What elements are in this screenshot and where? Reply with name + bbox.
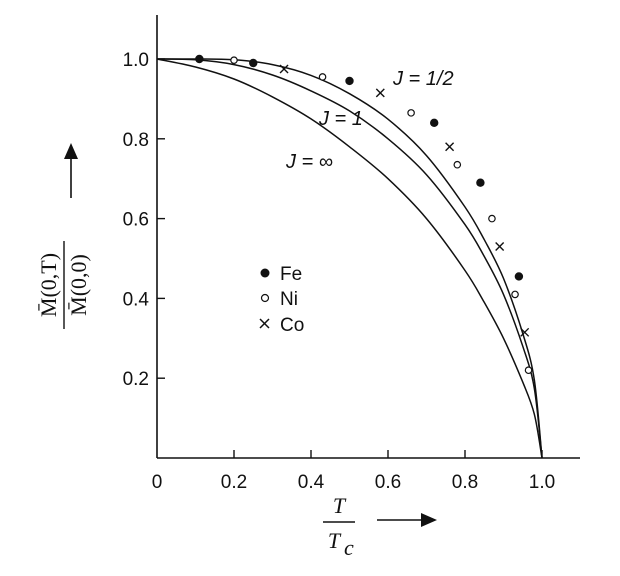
curve-label-j-inf: J = ∞: [285, 151, 333, 173]
point-co: [520, 327, 530, 337]
y-ticks: 0.2 0.4 0.6 0.8 1.0: [123, 50, 165, 390]
point-ni: [488, 214, 496, 223]
y-tick-label: 0.4: [123, 289, 150, 310]
curve-j-inf: [156, 58, 543, 459]
x-label-denominator-sub: c: [344, 535, 354, 560]
point-ni: [524, 366, 533, 375]
point-ni: [318, 73, 327, 81]
legend-marker-fe: [260, 268, 270, 278]
x-tick-label: 0.6: [375, 472, 401, 493]
y-tick-label: 0.2: [123, 369, 149, 390]
point-fe: [345, 76, 354, 86]
point-co: [445, 142, 455, 152]
y-label-numerator: M̄(0,T): [36, 253, 61, 317]
x-axis-label: T T c: [323, 493, 437, 560]
point-fe: [430, 118, 439, 128]
x-label-denominator: T: [328, 528, 342, 553]
x-tick-label: 0.4: [298, 472, 325, 493]
legend: Fe Ni Co: [259, 264, 304, 336]
curve-j-1: [156, 58, 543, 459]
y-tick-label: 0.8: [123, 130, 149, 151]
y-label-denominator: M̄(0,0): [66, 254, 91, 316]
point-ni: [453, 160, 462, 169]
x-tick-label: 0.2: [221, 472, 247, 493]
point-fe: [249, 58, 258, 68]
point-co: [279, 64, 289, 74]
curve-label-j-1: J = 1: [318, 108, 363, 130]
legend-marker-ni: [260, 293, 270, 303]
data-points: [195, 54, 533, 375]
point-fe: [514, 272, 524, 281]
point-ni: [511, 290, 519, 299]
point-co: [495, 242, 505, 252]
point-ni: [230, 56, 238, 64]
legend-label-ni: Ni: [280, 289, 298, 310]
point-fe: [476, 178, 485, 187]
legend-label-co: Co: [280, 315, 304, 336]
x-tick-label: 0: [152, 472, 163, 493]
x-label-numerator: T: [333, 493, 347, 518]
curve-label-j-half: J = 1/2: [392, 68, 454, 90]
point-fe: [195, 54, 204, 64]
point-ni: [407, 109, 415, 117]
legend-marker-co: [259, 318, 270, 329]
x-ticks: 0 0.2 0.4 0.6 0.8 1.0: [152, 450, 555, 493]
x-tick-label: 1.0: [529, 472, 555, 493]
x-tick-label: 0.8: [452, 472, 478, 493]
y-tick-label: 1.0: [123, 50, 149, 71]
point-co: [375, 88, 385, 98]
y-axis-label: M̄(0,T) M̄(0,0): [36, 241, 91, 329]
legend-label-fe: Fe: [280, 264, 302, 285]
y-tick-label: 0.6: [123, 210, 149, 231]
y-arrow-icon: [64, 143, 78, 198]
x-arrow-icon: [377, 513, 437, 527]
